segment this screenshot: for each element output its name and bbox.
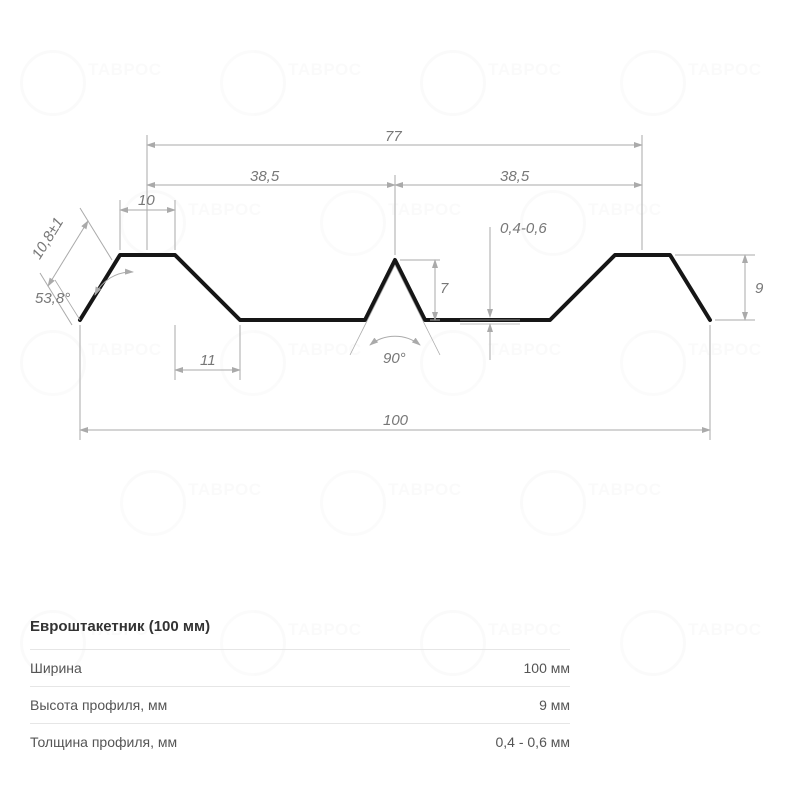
- watermark: ТАВРОС: [388, 480, 461, 500]
- spec-value: 100 мм: [524, 660, 571, 676]
- dim-flat-top: 10: [138, 192, 155, 209]
- dim-peak-height: 7: [440, 280, 448, 297]
- dim-thickness: 0,4-0,6: [500, 220, 547, 237]
- watermark: ТАВРОС: [188, 480, 261, 500]
- dim-half-1: 38,5: [250, 168, 279, 185]
- watermark: ТАВРОС: [588, 480, 661, 500]
- dim-slope-run: 11: [200, 352, 216, 369]
- dim-overall-width: 100: [383, 412, 408, 429]
- dim-half-2: 38,5: [500, 168, 529, 185]
- spec-label: Ширина: [30, 660, 82, 676]
- spec-title: Евроштакетник (100 мм): [30, 618, 570, 635]
- table-row: Ширина 100 мм: [30, 649, 570, 686]
- spec-value: 0,4 - 0,6 мм: [495, 734, 570, 750]
- spec-label: Толщина профиля, мм: [30, 734, 177, 750]
- table-row: Высота профиля, мм 9 мм: [30, 686, 570, 723]
- watermark: ТАВРОС: [688, 620, 761, 640]
- table-row: Толщина профиля, мм 0,4 - 0,6 мм: [30, 723, 570, 760]
- dim-angle-center: 90°: [383, 350, 406, 367]
- profile-path: [80, 255, 710, 320]
- dim-angle-left: 53,8°: [35, 290, 70, 307]
- spec-value: 9 мм: [539, 697, 570, 713]
- spec-label: Высота профиля, мм: [30, 697, 167, 713]
- dim-top-width: 77: [385, 128, 402, 145]
- profile-diagram: 77 38,5 38,5 10 11 7 9 90° 53,8° 10,8±1 …: [0, 40, 800, 460]
- spec-table: Евроштакетник (100 мм) Ширина 100 мм Выс…: [30, 618, 570, 760]
- dim-side-height: 9: [755, 280, 763, 297]
